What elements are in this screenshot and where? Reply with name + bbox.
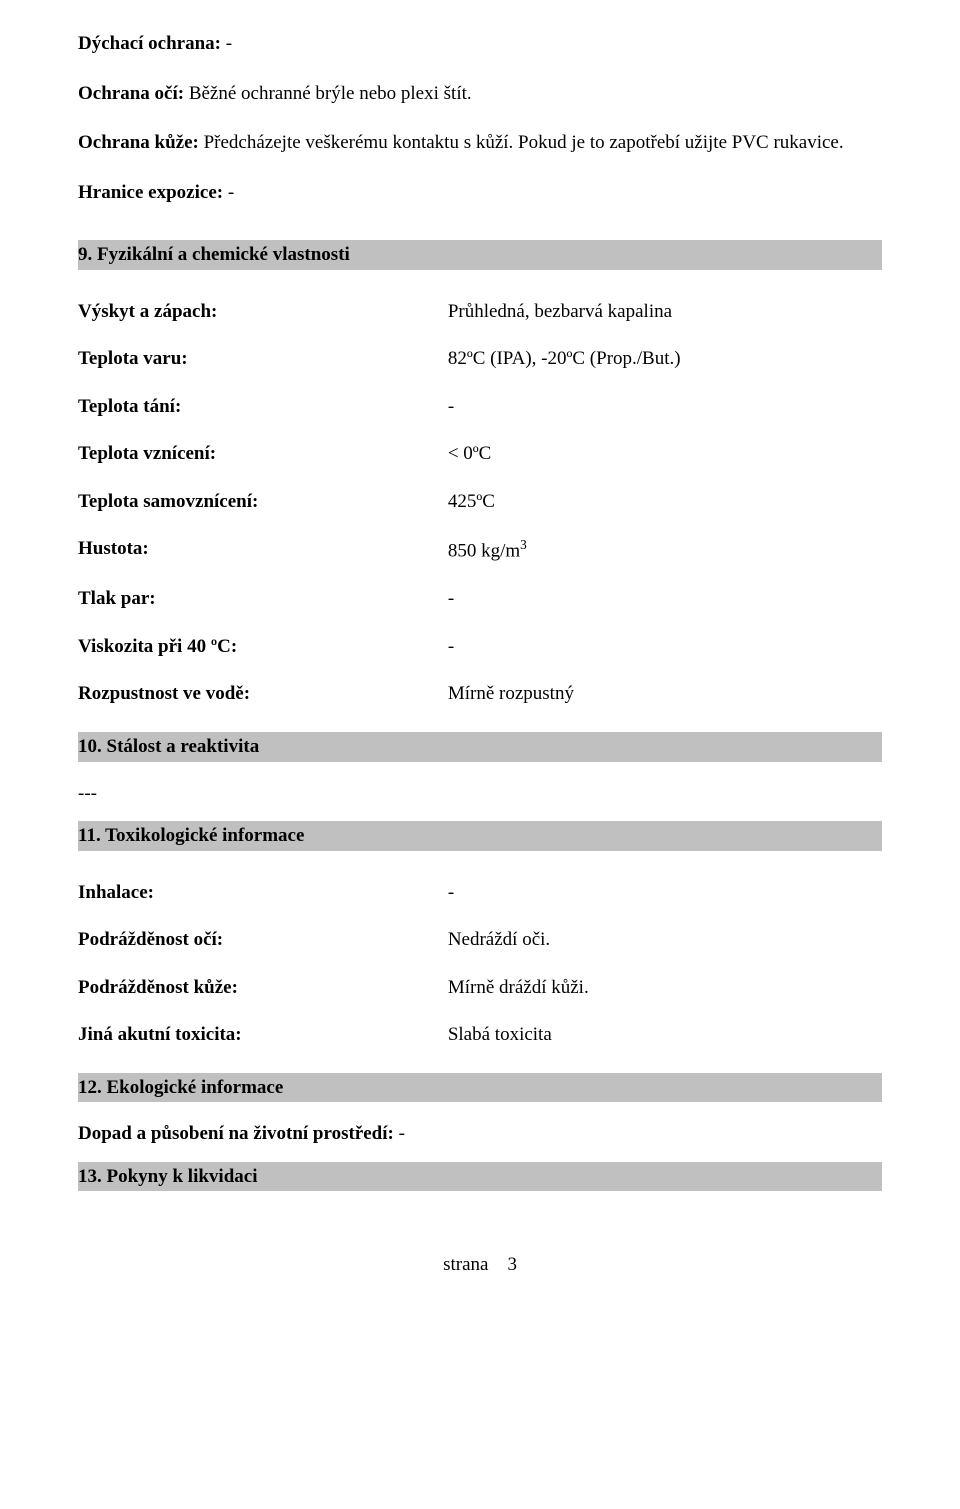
table-row: Viskozita při 40 ºC:-	[78, 623, 882, 671]
toxicology-label: Inhalace:	[78, 869, 448, 917]
property-label: Tlak par:	[78, 575, 448, 623]
property-value: -	[448, 623, 882, 671]
exposure-limits-value: -	[228, 182, 234, 203]
property-label: Teplota tání:	[78, 383, 448, 431]
environmental-impact-value: -	[399, 1123, 405, 1144]
section-11-header: 11. Toxikologické informace	[78, 821, 882, 851]
environmental-impact-label: Dopad a působení na životní prostředí:	[78, 1123, 394, 1144]
property-label: Teplota samovznícení:	[78, 478, 448, 526]
section-12-body: Dopad a působení na životní prostředí: -	[78, 1120, 882, 1148]
toxicology-value: -	[448, 869, 882, 917]
toxicology-label: Podrážděnost očí:	[78, 916, 448, 964]
footer-label: strana	[443, 1254, 488, 1275]
table-row: Teplota vznícení:< 0ºC	[78, 430, 882, 478]
property-value: Průhledná, bezbarvá kapalina	[448, 288, 882, 336]
skin-protection-value: Předcházejte veškerému kontaktu s kůží. …	[204, 132, 844, 153]
eye-protection-label: Ochrana očí:	[78, 83, 184, 104]
eye-protection-value: Běžné ochranné brýle nebo plexi štít.	[189, 83, 472, 104]
property-label: Výskyt a zápach:	[78, 288, 448, 336]
skin-protection: Ochrana kůže: Předcházejte veškerému kon…	[78, 129, 882, 157]
property-label: Viskozita při 40 ºC:	[78, 623, 448, 671]
property-label: Hustota:	[78, 525, 448, 575]
table-row: Tlak par:-	[78, 575, 882, 623]
section-10-body: ---	[78, 780, 882, 808]
respiratory-protection-value: -	[226, 33, 232, 54]
property-label: Teplota vznícení:	[78, 430, 448, 478]
toxicology-value: Nedráždí oči.	[448, 916, 882, 964]
exposure-limits: Hranice expozice: -	[78, 179, 882, 207]
eye-protection: Ochrana očí: Běžné ochranné brýle nebo p…	[78, 80, 882, 108]
section-9-header: 9. Fyzikální a chemické vlastnosti	[78, 240, 882, 270]
property-label: Teplota varu:	[78, 335, 448, 383]
table-row: Teplota tání:-	[78, 383, 882, 431]
property-value: -	[448, 383, 882, 431]
table-row: Výskyt a zápach:Průhledná, bezbarvá kapa…	[78, 288, 882, 336]
section-13-header: 13. Pokyny k likvidaci	[78, 1162, 882, 1192]
toxicology-value: Mírně dráždí kůži.	[448, 964, 882, 1012]
respiratory-protection: Dýchací ochrana: -	[78, 30, 882, 58]
property-value: -	[448, 575, 882, 623]
property-value: 425ºC	[448, 478, 882, 526]
page-footer: strana 3	[78, 1251, 882, 1279]
table-row: Jiná akutní toxicita:Slabá toxicita	[78, 1011, 882, 1059]
section-11-table: Inhalace:-Podrážděnost očí:Nedráždí oči.…	[78, 869, 882, 1059]
exposure-limits-label: Hranice expozice:	[78, 182, 223, 203]
table-row: Inhalace:-	[78, 869, 882, 917]
toxicology-label: Jiná akutní toxicita:	[78, 1011, 448, 1059]
skin-protection-label: Ochrana kůže:	[78, 132, 199, 153]
property-value: Mírně rozpustný	[448, 670, 882, 718]
section-9-table: Výskyt a zápach:Průhledná, bezbarvá kapa…	[78, 288, 882, 718]
table-row: Podrážděnost kůže:Mírně dráždí kůži.	[78, 964, 882, 1012]
respiratory-protection-label: Dýchací ochrana:	[78, 33, 221, 54]
property-value: < 0ºC	[448, 430, 882, 478]
toxicology-label: Podrážděnost kůže:	[78, 964, 448, 1012]
property-value: 82ºC (IPA), -20ºC (Prop./But.)	[448, 335, 882, 383]
table-row: Podrážděnost očí:Nedráždí oči.	[78, 916, 882, 964]
footer-page-number: 3	[507, 1254, 517, 1275]
section-12-header: 12. Ekologické informace	[78, 1073, 882, 1103]
section-10-header: 10. Stálost a reaktivita	[78, 732, 882, 762]
table-row: Rozpustnost ve vodě:Mírně rozpustný	[78, 670, 882, 718]
property-label: Rozpustnost ve vodě:	[78, 670, 448, 718]
toxicology-value: Slabá toxicita	[448, 1011, 882, 1059]
table-row: Hustota:850 kg/m3	[78, 525, 882, 575]
property-value: 850 kg/m3	[448, 525, 882, 575]
table-row: Teplota samovznícení:425ºC	[78, 478, 882, 526]
table-row: Teplota varu:82ºC (IPA), -20ºC (Prop./Bu…	[78, 335, 882, 383]
